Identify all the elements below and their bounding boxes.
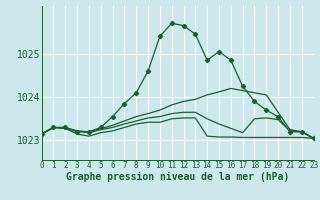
X-axis label: Graphe pression niveau de la mer (hPa): Graphe pression niveau de la mer (hPa) <box>66 172 289 182</box>
